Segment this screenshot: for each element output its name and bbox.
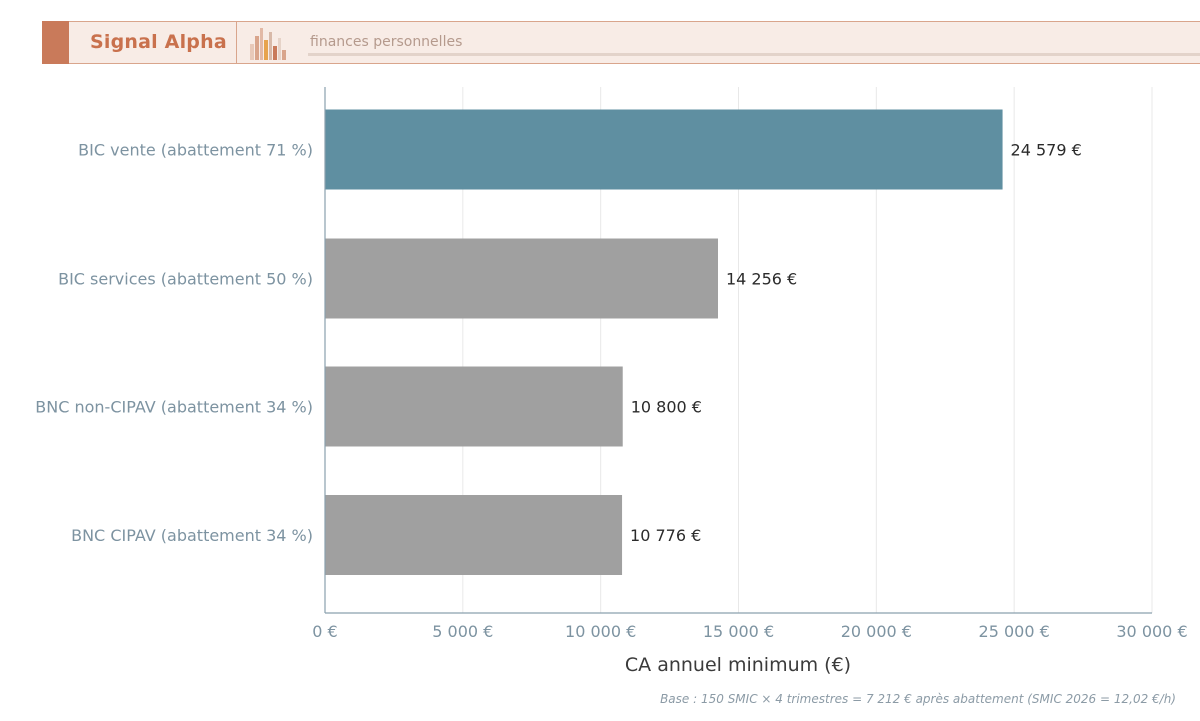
- bar-chart-logo-icon: [250, 28, 286, 60]
- brand-accent-block: [42, 21, 69, 64]
- header-divider: [236, 22, 237, 63]
- x-axis-title: CA annuel minimum (€): [625, 654, 851, 676]
- x-tick-label: 5 000 €: [432, 622, 493, 641]
- bar[interactable]: [325, 109, 1003, 190]
- site-header: Signal Alpha finances personnelles: [42, 21, 1200, 64]
- bar[interactable]: [325, 238, 718, 319]
- x-tick-label: 15 000 €: [703, 622, 774, 641]
- x-tick-label: 25 000 €: [979, 622, 1050, 641]
- x-tick-label: 0 €: [312, 622, 337, 641]
- labels-group: 0 € 5 000 € 10 000 € 15 000 € 20 000 € 25 000…: [35, 141, 1187, 642]
- axes-group: [324, 87, 1152, 614]
- chart-footnote: Base : 150 SMIC × 4 trimestres = 7 212 €…: [660, 692, 1176, 706]
- value-label: 10 800 €: [631, 398, 702, 417]
- x-tick-label: 30 000 €: [1116, 622, 1187, 641]
- x-tick-label: 10 000 €: [565, 622, 636, 641]
- category-label: BNC CIPAV (abattement 34 %): [71, 526, 313, 545]
- tagline-underline: [308, 53, 1200, 56]
- value-label: 14 256 €: [726, 270, 797, 289]
- value-label: 24 579 €: [1011, 141, 1082, 160]
- category-label: BIC vente (abattement 71 %): [78, 141, 313, 160]
- value-label: 10 776 €: [630, 526, 701, 545]
- header-tagline: finances personnelles: [310, 34, 463, 50]
- category-label: BNC non-CIPAV (abattement 34 %): [35, 398, 313, 417]
- bars-group: [325, 109, 1003, 575]
- x-tick-label: 20 000 €: [841, 622, 912, 641]
- bar[interactable]: [325, 366, 623, 447]
- bar[interactable]: [325, 495, 623, 575]
- brand-name[interactable]: Signal Alpha: [90, 31, 227, 53]
- category-label: BIC services (abattement 50 %): [58, 270, 313, 289]
